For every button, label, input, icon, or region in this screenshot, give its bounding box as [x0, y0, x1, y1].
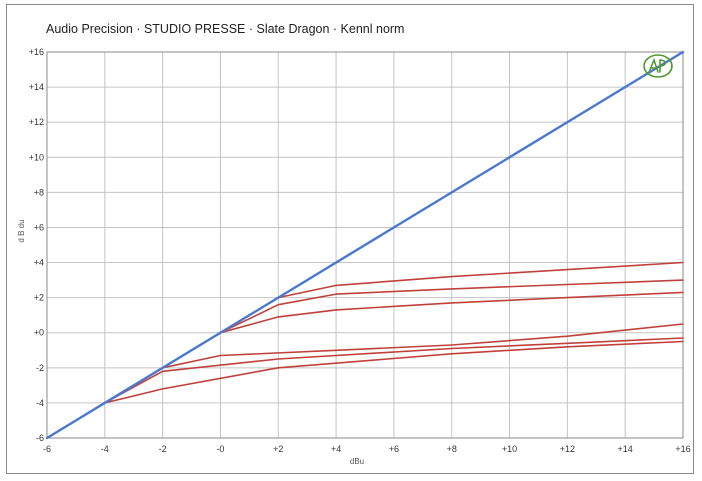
- x-axis-label: dBu: [350, 457, 364, 466]
- y-tick-labels: +16 +14 +12 +10 +8 +6 +4 +2 +0 -2 -4 -6: [29, 47, 44, 443]
- y-tick-label: -6: [36, 433, 44, 443]
- y-tick-label: +4: [34, 258, 44, 268]
- x-tick-label: +8: [447, 444, 457, 454]
- chart-title: Audio Precision · STUDIO PRESSE · Slate …: [46, 22, 405, 36]
- x-tick-labels: -6 -4 -2 -0 +2 +4 +6 +8 +10 +12 +14 +16: [43, 444, 691, 454]
- x-tick-label: -0: [216, 444, 224, 454]
- x-tick-label: +14: [618, 444, 633, 454]
- y-tick-label: +14: [29, 82, 44, 92]
- series-layer: [45, 50, 685, 440]
- y-tick-label: +8: [34, 187, 44, 197]
- y-tick-label: +6: [34, 222, 44, 232]
- chart-frame: [6, 4, 694, 474]
- y-tick-label: -4: [36, 398, 44, 408]
- audio-precision-logo: [643, 54, 673, 78]
- x-tick-label: +4: [331, 444, 341, 454]
- series-line-compressed: [46, 279, 684, 439]
- series-line-reference: [45, 50, 685, 440]
- plot-border: [46, 51, 684, 439]
- y-tick-label: +0: [34, 328, 44, 338]
- series-line-compressed: [46, 291, 684, 439]
- x-tick-label: +12: [560, 444, 575, 454]
- x-tick-label: +10: [502, 444, 517, 454]
- y-tick-label: +10: [29, 152, 44, 162]
- x-tick-label: +2: [273, 444, 283, 454]
- series-line-compressed: [46, 337, 684, 439]
- x-tick-label: -6: [43, 444, 51, 454]
- x-tick-label: +6: [389, 444, 399, 454]
- y-tick-label: +12: [29, 117, 44, 127]
- x-tick-label: +16: [675, 444, 690, 454]
- y-tick-label: +2: [34, 293, 44, 303]
- x-tick-label: -2: [159, 444, 167, 454]
- x-tick-label: -4: [101, 444, 109, 454]
- series-line-compressed: [46, 340, 684, 439]
- y-tick-label: +16: [29, 47, 44, 57]
- y-axis-label: d B du: [17, 219, 26, 242]
- y-tick-label: -2: [36, 363, 44, 373]
- series-line-compressed: [46, 261, 684, 439]
